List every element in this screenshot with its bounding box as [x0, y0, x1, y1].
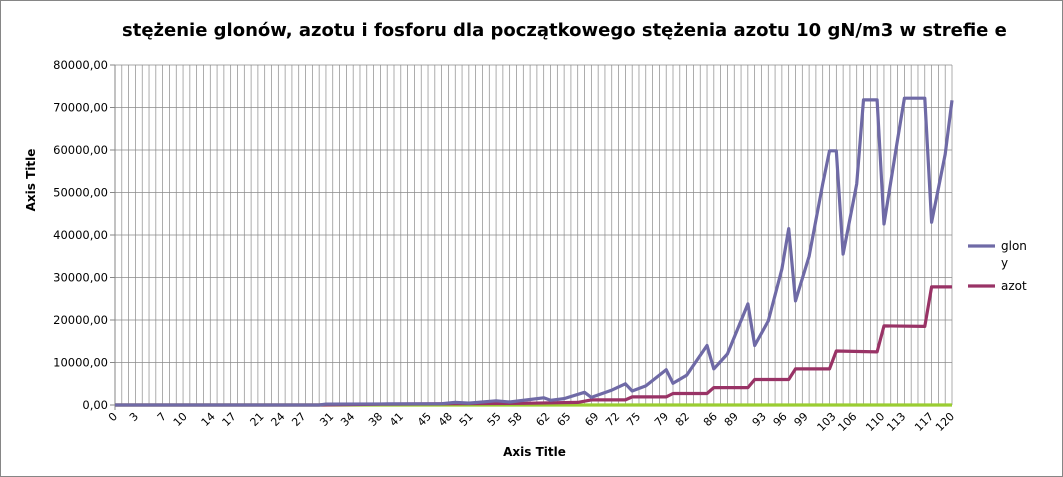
x-tick-label: 72: [603, 410, 622, 429]
axes: 0,00 10000,00 20000,00 30000,00 40000,00 5000…: [24, 58, 957, 459]
y-tick-label: 30000,00: [53, 271, 108, 285]
y-tick-label: 60000,00: [53, 143, 108, 157]
x-tick-label: 69: [582, 410, 601, 429]
legend-label: glon: [1001, 239, 1027, 253]
y-tick-label: 70000,00: [53, 101, 108, 115]
x-tick-label: 120: [933, 410, 957, 434]
x-tick-label: 113: [884, 410, 908, 434]
x-tick-label: 110: [863, 410, 887, 434]
x-tick-label: 96: [771, 410, 790, 429]
x-tick-label: 0: [106, 410, 120, 424]
x-tick-label: 7: [155, 410, 169, 424]
x-tick-label: 99: [792, 410, 811, 429]
series-lines: [115, 96, 954, 407]
x-tick-label: 117: [912, 410, 936, 434]
y-tick-label: 50000,00: [53, 186, 108, 200]
x-tick-label: 82: [673, 410, 692, 429]
x-tick-label: 27: [289, 410, 308, 429]
y-axis-title: Axis Title: [24, 149, 38, 212]
x-tick-label: 79: [652, 410, 671, 429]
x-tick-label: 93: [750, 410, 769, 429]
x-tick-label: 10: [171, 410, 190, 429]
y-tick-label: 80000,00: [53, 58, 108, 72]
x-tick-label: 24: [268, 410, 287, 429]
y-tick-label: 40000,00: [53, 228, 108, 242]
x-tick-label: 55: [485, 410, 504, 429]
x-tick-label: 34: [338, 410, 357, 429]
chart-title: stężenie glonów, azotu i fosforu dla poc…: [122, 20, 1007, 41]
x-tick-label: 31: [317, 410, 336, 429]
x-tick-label: 48: [436, 410, 455, 429]
x-tick-label: 106: [835, 410, 859, 434]
series-line: [115, 285, 952, 407]
legend-label: azot: [1001, 279, 1027, 293]
grid: [114, 64, 953, 406]
series-line: [115, 96, 954, 407]
x-tick-label: 65: [554, 410, 573, 429]
y-tick-label: 20000,00: [53, 313, 108, 327]
legend-label: y: [1001, 256, 1008, 270]
x-tick-label: 21: [248, 410, 267, 429]
x-tick-label: 103: [815, 410, 839, 434]
x-tick-label: 58: [506, 410, 525, 429]
x-axis-title: Axis Title: [503, 445, 566, 459]
x-tick-label: 51: [457, 410, 476, 429]
x-tick-label: 45: [415, 410, 434, 429]
x-tick-label: 41: [387, 410, 406, 429]
x-tick-label: 38: [366, 410, 385, 429]
y-tick-label: 0,00: [82, 398, 108, 412]
x-tick-label: 3: [127, 410, 141, 424]
x-tick-label: 14: [199, 410, 218, 429]
y-tick-label: 10000,00: [53, 356, 108, 370]
x-tick-label: 62: [533, 410, 552, 429]
x-tick-label: 75: [624, 410, 643, 429]
x-tick-label: 89: [722, 410, 741, 429]
legend: glon y azot: [968, 239, 1027, 293]
x-tick-label: 17: [220, 410, 239, 429]
x-tick-label: 86: [701, 410, 720, 429]
